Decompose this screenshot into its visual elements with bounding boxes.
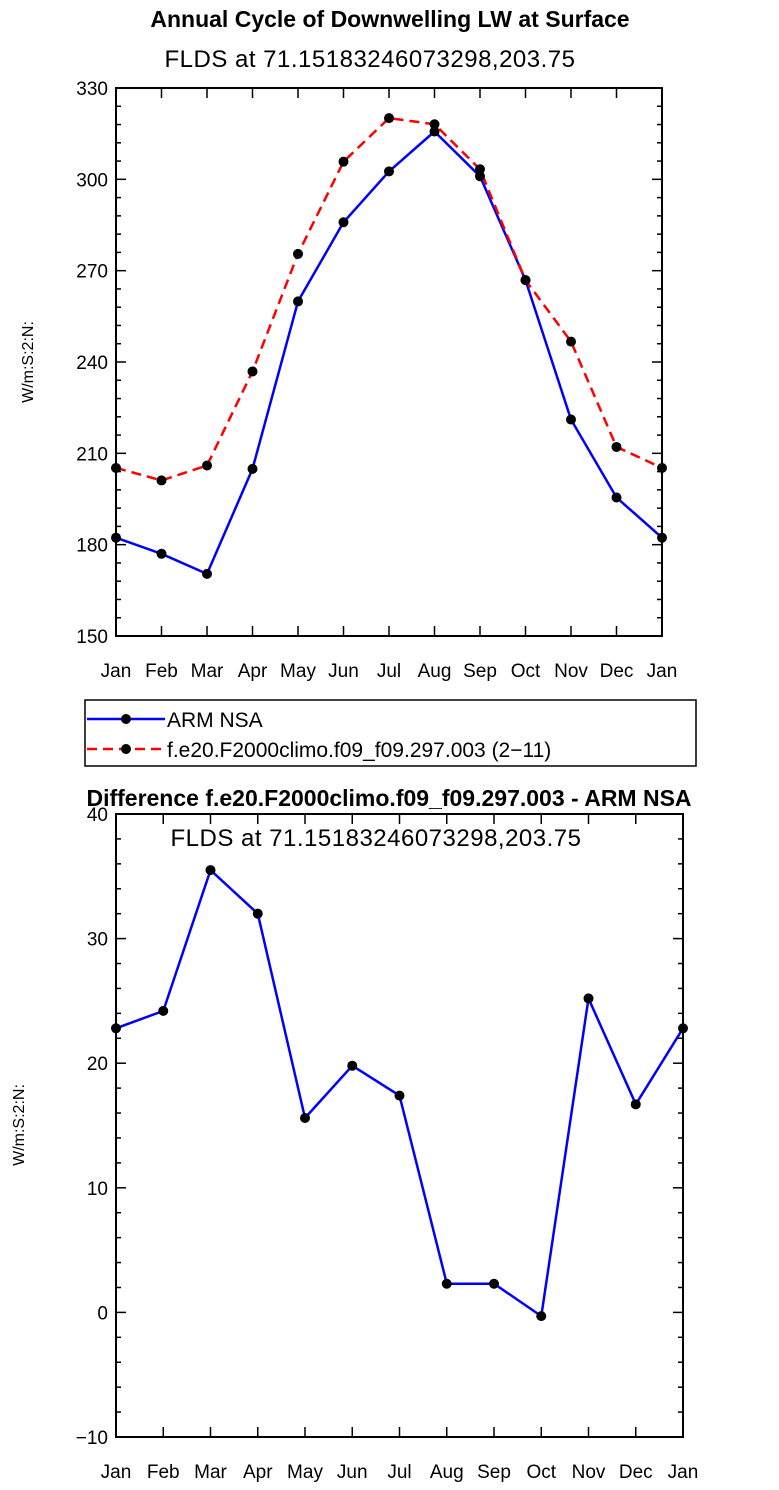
top-xtick-label: Jan [101,661,132,682]
top-series-0-point [475,171,485,182]
top-series-0-point [657,532,667,543]
top-series-0-point [293,296,303,307]
bottom-xtick-label: Jul [387,1462,411,1483]
top-series-0-point [156,548,167,559]
bottom-ytick-label: 0 [97,1303,108,1324]
top-series-1-point [247,366,258,377]
bottom-ytick-label: 40 [87,805,108,826]
bottom-series-0-point [205,865,216,876]
top-series-1-point [111,462,121,473]
top-ytick-label: 240 [76,353,108,374]
bottom-plot-frame [115,813,684,1438]
top-series-1-point [293,248,303,259]
top-xtick-label: Jul [377,661,401,682]
top-chart-plot: 150 180 210 240 270 300 330 Jan Feb Mar Apr May Jun J… [76,79,677,682]
top-series-0-point [338,217,349,228]
bottom-xtick-label: Jan [101,1462,132,1483]
top-series-1-point [475,164,485,175]
top-xtick-label: Jun [328,661,359,682]
top-series-1-point [611,441,622,452]
bottom-series-0-point [630,1099,641,1110]
bottom-series-0-point [300,1113,310,1124]
top-series-1-point [657,462,667,473]
bottom-xtick-label: May [287,1462,323,1483]
top-chart-ylabel: W/m:S:2:N: [20,321,37,403]
bottom-series-0-point [111,1023,121,1034]
top-chart-panel: Annual Cycle of Downwelling LW at Surfac… [20,6,677,682]
top-series-0-point [429,126,440,137]
top-ytick-label: 210 [76,444,108,465]
bottom-series-0-point [158,1005,169,1016]
bottom-series-0-point [347,1060,358,1071]
bottom-chart-panel: Difference f.e20.F2000climo.f09_f09.297.… [11,785,698,1483]
bottom-series-0-point [252,908,263,919]
bottom-xtick-label: Jan [668,1462,699,1483]
bottom-chart-subtitle: FLDS at 71.15183246073298,203.75 [170,825,581,852]
top-series-1-point [520,275,531,286]
bottom-ytick-label: −10 [76,1428,108,1449]
top-xtick-label: Sep [463,661,497,682]
top-xtick-label: Dec [600,661,634,682]
bottom-ytick-label: 20 [87,1054,108,1075]
bottom-series-0-point [489,1278,499,1289]
legend-marker-arm-nsa [121,714,131,724]
bottom-series-0-point [536,1311,547,1322]
bottom-series-0-point [678,1023,688,1034]
bottom-ytick-label: 10 [87,1179,108,1200]
bottom-chart-title: Difference f.e20.F2000climo.f09_f09.297.… [86,785,691,811]
top-ytick-label: 270 [76,262,108,283]
bottom-xtick-label: Dec [619,1462,653,1483]
bottom-chart-plot: −10 0 10 20 30 40 Jan Feb Mar Apr May Jun Jul Aug Sep O… [76,805,699,1483]
bottom-series-0-point [394,1090,405,1101]
top-series-1-point [156,475,167,486]
chart-legend: ARM NSA f.e20.F2000climo.f09_f09.297.003… [84,699,697,767]
bottom-xtick-label: Mar [194,1462,227,1483]
top-series-0-point [247,463,258,474]
top-xtick-label: Aug [418,661,452,682]
bottom-xtick-label: Oct [526,1462,556,1483]
top-series-0-point [611,492,622,503]
top-series-1-point [384,113,394,124]
top-xtick-label: Feb [145,661,178,682]
legend-label-arm-nsa: ARM NSA [167,709,263,732]
top-chart-subtitle: FLDS at 71.15183246073298,203.75 [164,46,575,73]
bottom-xtick-label: Sep [477,1462,511,1483]
legend-label-model: f.e20.F2000climo.f09_f09.297.003 (2−11) [167,739,551,762]
top-ytick-label: 300 [76,170,108,191]
top-ytick-label: 180 [76,536,108,557]
top-series-1-point [566,336,576,347]
top-ytick-label: 150 [76,627,108,648]
bottom-xtick-label: Feb [147,1462,180,1483]
bottom-xtick-label: Nov [572,1462,606,1483]
top-series-line-0 [115,130,663,576]
bottom-series-0-point [441,1278,452,1289]
top-chart-title: Annual Cycle of Downwelling LW at Surfac… [150,6,629,32]
top-ytick-label: 330 [76,79,108,100]
bottom-series-0-point [583,993,594,1004]
top-xtick-label: Apr [238,661,268,682]
top-xtick-label: May [280,661,316,682]
top-series-0-point [566,414,576,425]
top-series-0-point [202,568,212,579]
top-series-0-point [111,532,121,543]
top-xtick-label: Nov [554,661,588,682]
legend-marker-model [121,744,131,754]
top-xtick-label: Jan [647,661,678,682]
bottom-ytick-label: 30 [87,930,108,951]
top-series-1-point [338,156,349,167]
bottom-xtick-label: Apr [243,1462,273,1483]
top-series-0-point [384,166,394,177]
legend-box [84,699,697,767]
top-xtick-label: Oct [511,661,541,682]
bottom-xtick-label: Aug [430,1462,464,1483]
bottom-xtick-label: Jun [337,1462,368,1483]
top-series-1-point [202,460,212,471]
top-series-1-point [429,119,440,130]
top-xtick-label: Mar [191,661,224,682]
bottom-chart-ylabel: W/m:S:2:N: [11,1084,28,1166]
